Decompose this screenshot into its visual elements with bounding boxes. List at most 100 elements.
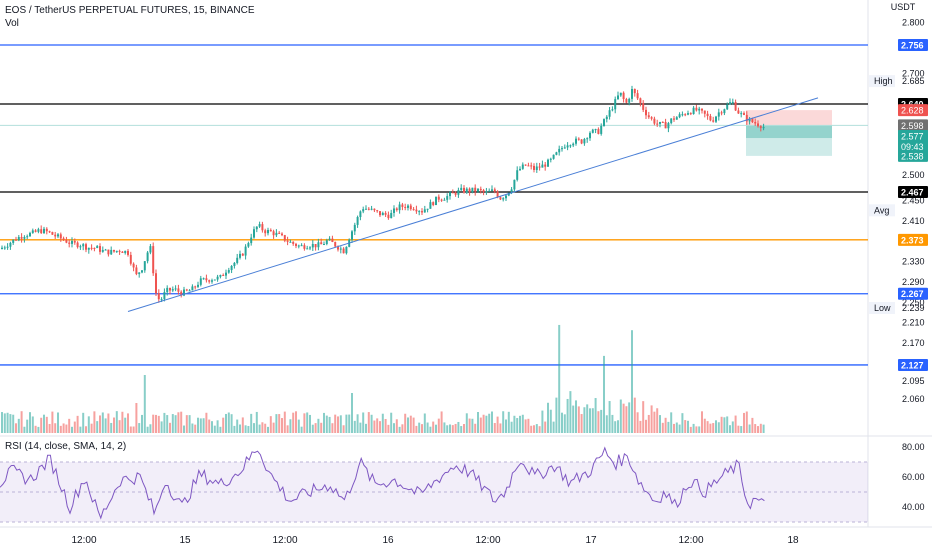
candle-body: [591, 129, 594, 133]
volume-bar: [762, 424, 765, 433]
candle-body: [723, 109, 726, 114]
volume-bar: [379, 421, 381, 433]
candle-body: [642, 102, 645, 110]
candle-body: [583, 139, 586, 144]
volume-bar: [510, 421, 513, 433]
candle-body: [549, 158, 552, 160]
candle-body: [407, 205, 409, 208]
price-tick-label: 2.060: [902, 394, 925, 404]
candle-body: [647, 115, 650, 118]
volume-bar: [211, 421, 213, 433]
volume-bar: [138, 423, 141, 433]
volume-bar: [689, 426, 692, 433]
candle-body: [703, 110, 706, 114]
candle-body: [611, 109, 614, 111]
candle-body: [183, 289, 185, 296]
volume-bar: [236, 419, 239, 433]
candle-body: [96, 246, 99, 249]
candle-body: [239, 253, 241, 258]
volume-bar: [250, 413, 253, 433]
volume-bar: [191, 423, 194, 433]
volume-bar: [289, 419, 292, 433]
volume-bar: [93, 411, 96, 433]
volume-bar: [404, 413, 407, 433]
candle-body: [37, 229, 40, 232]
volume-bar: [493, 423, 496, 433]
volume-bar: [650, 405, 653, 433]
candle-body: [516, 170, 519, 180]
volume-bar: [149, 424, 152, 433]
volume-bar: [479, 417, 482, 433]
candle-body: [384, 212, 387, 215]
volume-bar: [429, 426, 432, 433]
volume-bar: [631, 330, 633, 433]
volume-bar: [157, 415, 160, 433]
volume-bar: [26, 419, 29, 433]
volume-bar: [323, 412, 325, 433]
candle-body: [255, 226, 258, 230]
volume-bar: [34, 425, 37, 433]
candle-body: [34, 230, 37, 232]
volume-bar: [180, 411, 183, 433]
low-tag-bg: [869, 301, 895, 314]
candle-body: [485, 191, 488, 193]
volume-bar: [664, 417, 667, 433]
candle-body: [166, 287, 169, 293]
candle-body: [138, 272, 141, 275]
candle-body: [639, 98, 642, 103]
volume-bar: [281, 418, 283, 433]
volume-bar: [31, 416, 34, 433]
entry-price-tag: 2.598: [901, 121, 924, 131]
candle-body: [51, 232, 54, 235]
candle-body: [513, 179, 516, 190]
candle-body: [65, 239, 68, 243]
volume-bar: [639, 420, 642, 433]
candle-body: [555, 152, 558, 155]
volume-bar: [589, 408, 591, 433]
volume-bar: [477, 412, 479, 433]
candle-body: [345, 246, 348, 254]
volume-bar: [306, 412, 309, 433]
candle-body: [681, 114, 684, 116]
volume-bar: [258, 424, 261, 433]
price-tick-label: 2.095: [902, 376, 925, 386]
candle-body: [99, 246, 101, 252]
candle-body: [589, 132, 591, 139]
candle-body: [743, 113, 745, 115]
candle-body: [734, 102, 737, 111]
candle-body: [54, 234, 57, 237]
candle-body: [463, 187, 465, 193]
volume-bar: [79, 426, 82, 433]
volume-bar: [415, 425, 418, 433]
volume-bar: [418, 422, 421, 433]
price-tick-label: 2.685: [902, 76, 925, 86]
volume-bar: [488, 413, 491, 433]
volume-bar: [183, 425, 185, 433]
candle-body: [409, 205, 412, 210]
volume-bar: [678, 424, 681, 433]
candle-body: [636, 93, 639, 99]
price-tick-label: 2.290: [902, 277, 925, 287]
price-tick-label: 2.850: [902, 0, 925, 2]
volume-bar: [225, 413, 227, 433]
candle-body: [110, 249, 113, 255]
volume-bar: [244, 425, 247, 433]
volume-bar: [104, 418, 107, 433]
volume-bar: [59, 425, 62, 433]
volume-bar: [127, 413, 129, 433]
time-label: 12:00: [71, 535, 96, 546]
candle-body: [454, 192, 457, 195]
volume-bar: [754, 424, 757, 433]
volume-bar: [300, 426, 303, 433]
volume-bar: [443, 422, 446, 433]
candle-body: [594, 129, 597, 131]
candle-body: [188, 290, 191, 292]
candle-body: [225, 272, 227, 276]
candle-body: [107, 249, 110, 255]
volume-bar: [572, 405, 575, 433]
volume-bar: [334, 414, 337, 433]
volume-bar: [715, 420, 717, 433]
volume-bar: [48, 423, 51, 433]
volume-bar: [177, 412, 180, 433]
